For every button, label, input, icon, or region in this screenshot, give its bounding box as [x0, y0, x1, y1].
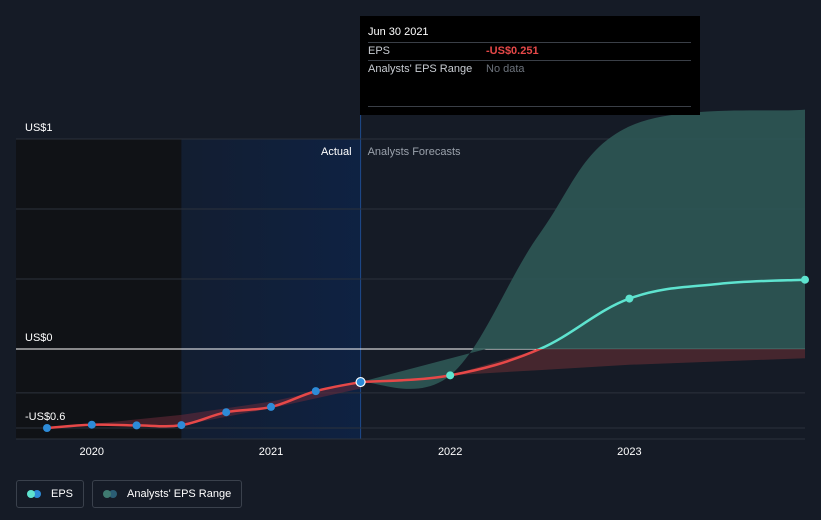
forecast-region-label: Analysts Forecasts: [368, 146, 461, 158]
legend-eps-dot-back: [33, 490, 41, 498]
labels-layer: US$1 US$0 -US$0.6 2020 2021 2022 2023 Actual Ana…: [25, 122, 642, 458]
legend-range-label: Analysts' EPS Range: [127, 488, 232, 500]
legend-eps-dot-front: [27, 490, 35, 498]
hover-tooltip: Jun 30 2021 EPS -US$0.251 Analysts' EPS …: [360, 16, 700, 115]
eps-actual-point-selected: [355, 376, 366, 388]
eps-actual-point: [266, 402, 275, 411]
tooltip-row-eps: EPS -US$0.251: [368, 42, 691, 60]
legend-eps-label: EPS: [51, 488, 74, 500]
y-tick-label: -US$0.6: [25, 411, 65, 423]
legend-eps-button[interactable]: EPS: [16, 480, 85, 508]
eps-forecast-line-positive: [536, 278, 806, 349]
tooltip-date: Jun 30 2021: [368, 26, 429, 38]
tooltip-eps-value: -US$0.251: [486, 45, 539, 57]
historic-range-band: [91, 381, 361, 426]
tooltip-range-value: No data: [486, 63, 525, 75]
eps-forecast-point: [801, 275, 809, 284]
x-tick-label: 2022: [438, 446, 462, 458]
tooltip-row-range: Analysts' EPS Range No data: [368, 60, 691, 78]
tooltip-divider: [368, 106, 691, 107]
legend-range-button[interactable]: Analysts' EPS Range: [92, 480, 243, 508]
eps-forecast-line-negative: [360, 349, 543, 384]
eps-actual-point: [132, 421, 141, 430]
x-tick-label: 2020: [80, 446, 104, 458]
forecast-range-band: [360, 109, 805, 389]
legend-range-dot-back: [109, 490, 118, 498]
legend-eps-icon: [27, 489, 43, 499]
x-tick-label: 2023: [617, 446, 641, 458]
tooltip-eps-key: EPS: [368, 45, 391, 57]
y-tick-label: US$1: [25, 122, 53, 134]
legend-range-icon: [103, 489, 119, 499]
actual-region-shade: [16, 139, 182, 439]
eps-actual-point: [311, 387, 320, 396]
background-layer: [16, 16, 362, 439]
eps-actual-point: [222, 408, 231, 417]
eps-forecast-point: [446, 371, 455, 380]
x-tick-label: 2021: [259, 446, 283, 458]
forecast-negative-band: [450, 349, 805, 376]
eps-actual-point: [177, 421, 186, 430]
eps-actual-point: [87, 420, 96, 429]
chart-legend: EPS Analysts' EPS Range: [16, 480, 243, 508]
tooltip-range-key: Analysts' EPS Range: [368, 63, 473, 75]
actual-region-label: Actual: [321, 146, 352, 158]
points-layer: [43, 275, 809, 432]
range-layer: [91, 109, 805, 426]
eps-forecast-point: [625, 294, 634, 303]
y-tick-label: US$0: [25, 332, 53, 344]
legend-range-dot-front: [103, 490, 112, 498]
eps-actual-point: [43, 424, 51, 432]
